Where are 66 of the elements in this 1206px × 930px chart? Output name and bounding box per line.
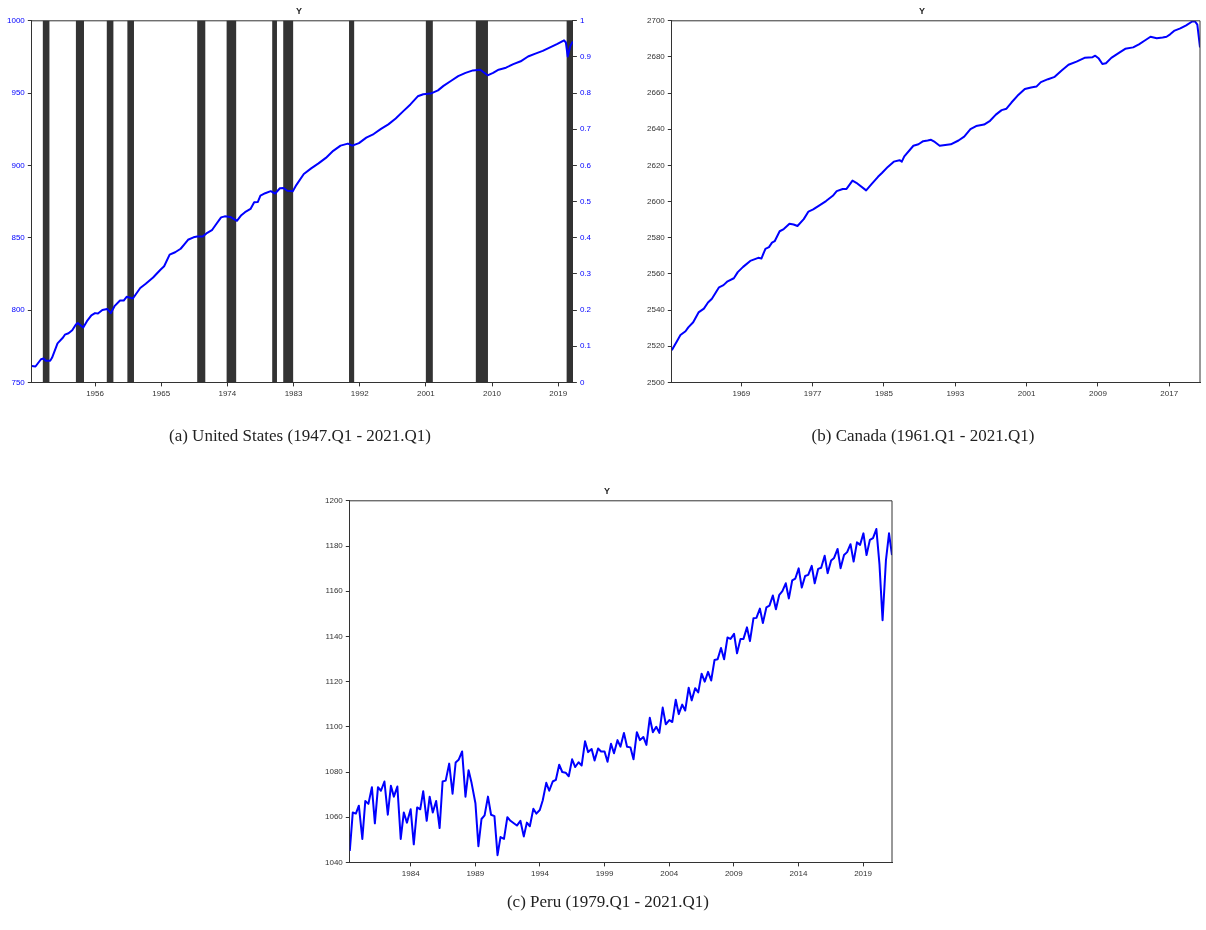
x-tick-label: 1984 (401, 869, 421, 879)
x-tick-label: 2019 (854, 869, 873, 879)
x-tick-label: 1983 (284, 389, 303, 399)
y-tick-label: 2600 (647, 196, 666, 206)
y-tick-label: 1200 (325, 496, 344, 505)
text: (c) Peru (1979.Q1 - 2021.Q1) (505, 892, 711, 912)
y-tick-label: 1140 (325, 631, 344, 641)
y-tick-label: 750 (11, 377, 26, 387)
y-tick-label: 1160 (325, 586, 344, 596)
y2-tick-label: 0.1 (579, 341, 592, 351)
y2-tick-label: 0.8 (579, 88, 592, 98)
y2-tick-label: 0.6 (579, 160, 592, 170)
y-tick-label: 1040 (325, 857, 344, 867)
y2-tick-label: 0.4 (579, 232, 592, 242)
chart-title: Y (918, 5, 926, 16)
x-tick-label: 1992 (350, 389, 370, 399)
y-tick-label: 2540 (647, 305, 666, 315)
y-tick-label: 2640 (647, 124, 666, 134)
y-tick-label: 1100 (325, 722, 344, 731)
y2-tick-label: 0.9 (579, 52, 592, 62)
y-tick-label: 1080 (325, 767, 344, 777)
x-tick-label: 1965 (152, 389, 171, 399)
y2-tick-label: 0 (579, 377, 585, 387)
text: (b) Canada (1961.Q1 - 2021.Q1) (810, 426, 1036, 446)
x-tick-label: 2001 (1017, 389, 1037, 399)
y2-tick-label: 0.2 (579, 305, 592, 315)
x-tick-label: 1974 (218, 389, 237, 399)
y2-tick-label: 0.7 (579, 124, 592, 134)
chart-title: Y (603, 485, 611, 496)
x-tick-label: 1956 (86, 389, 105, 399)
x-tick-label: 1977 (803, 389, 823, 399)
x-tick-label: 1994 (531, 869, 550, 879)
y-tick-label: 950 (11, 88, 26, 98)
x-tick-label: 1989 (466, 869, 485, 879)
y-tick-label: 2680 (647, 52, 666, 62)
x-tick-label: 2017 (1160, 389, 1179, 399)
y-tick-label: 2560 (647, 269, 666, 279)
y2-tick-label: 1 (579, 16, 585, 25)
y-tick-label: 2500 (647, 377, 666, 387)
text: (a) United States (1947.Q1 - 2021.Q1) (168, 426, 432, 446)
y-tick-label: 2520 (647, 341, 666, 351)
y2-tick-label: 0.5 (579, 196, 592, 206)
x-tick-label: 2009 (1089, 389, 1108, 399)
x-tick-label: 2014 (789, 869, 808, 879)
x-tick-label: 1969 (732, 389, 751, 399)
x-tick-label: 2004 (660, 869, 679, 879)
y2-tick-label: 0.3 (579, 269, 592, 279)
chart-title: Y (295, 5, 303, 16)
y-tick-label: 2620 (647, 160, 666, 170)
y-tick-label: 1060 (325, 812, 344, 822)
x-tick-label: 1985 (875, 389, 894, 399)
x-tick-label: 1999 (595, 869, 614, 879)
y-tick-label: 1180 (325, 541, 344, 551)
x-tick-label: 2010 (483, 389, 502, 399)
y-tick-label: 800 (11, 305, 26, 315)
y-tick-label: 1000 (7, 16, 26, 25)
x-tick-label: 1993 (946, 389, 965, 399)
y-tick-label: 1120 (325, 676, 344, 686)
y-tick-label: 2660 (647, 88, 666, 98)
y-tick-label: 900 (11, 160, 26, 170)
x-tick-label: 2001 (416, 389, 436, 399)
y-tick-label: 2580 (647, 232, 666, 242)
y-tick-label: 850 (11, 232, 26, 242)
x-tick-label: 2009 (724, 869, 744, 879)
y-tick-label: 2700 (647, 16, 666, 25)
x-tick-label: 2019 (549, 389, 568, 399)
